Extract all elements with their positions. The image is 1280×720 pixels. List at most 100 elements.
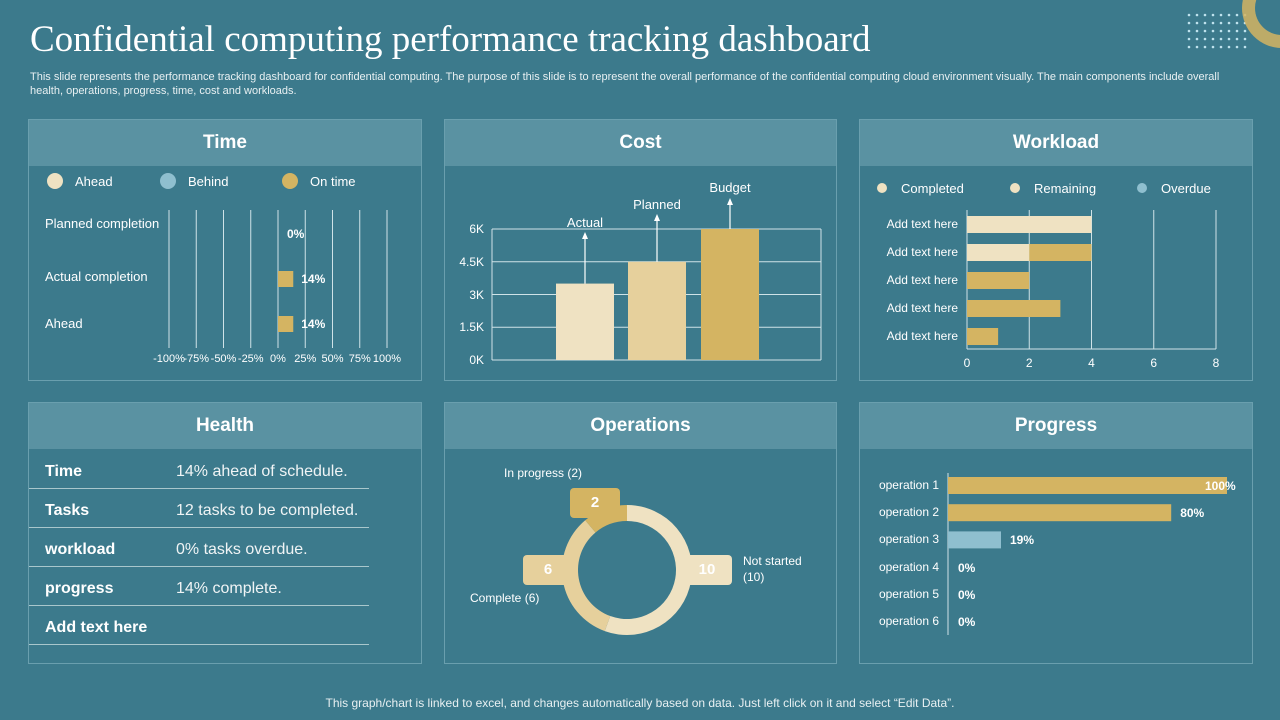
decor-dot <box>1187 45 1191 49</box>
decor-dot <box>1195 29 1199 33</box>
donut-slice-not-started <box>604 505 692 635</box>
row-label: Planned completion <box>45 216 160 231</box>
x-tick-label: -25% <box>237 353 264 365</box>
decor-dot <box>1211 45 1215 49</box>
decor-dot <box>1235 29 1239 33</box>
decor-dot <box>1195 13 1199 17</box>
decor-dot <box>1187 13 1191 17</box>
x-tick-label: 8 <box>1212 356 1220 370</box>
bar-segment-completed <box>967 244 1030 261</box>
data-label: 19% <box>1010 533 1035 548</box>
health-row: progress 14% complete. <box>29 567 369 606</box>
row-label: operation 1 <box>878 478 939 492</box>
row-label: Add text here <box>886 245 958 259</box>
data-label: 100% <box>1205 479 1236 493</box>
health-value: 12 tasks to be completed. <box>176 502 359 519</box>
bar-label: Actual <box>566 215 604 230</box>
row-label: operation 3 <box>878 532 939 547</box>
bar-segment-remaining <box>967 272 1030 289</box>
donut-slice-complete <box>561 520 611 632</box>
panel-title: Progress <box>860 403 1252 449</box>
health-row: workload 0% tasks overdue. <box>29 528 369 567</box>
bar-label: Budget <box>709 180 751 195</box>
x-tick-label: 4 <box>1088 356 1095 370</box>
decor-dot <box>1203 29 1207 33</box>
data-label: 14% <box>301 317 326 331</box>
decor-dot <box>1187 37 1191 41</box>
legend-label: Remaining <box>1034 181 1097 196</box>
progress-panel: Progress <box>859 402 1253 664</box>
row-label: operation 5 <box>878 586 939 601</box>
bar-actual-completion <box>278 271 294 287</box>
panel-title: Workload <box>860 120 1252 166</box>
decor-dot <box>1227 29 1231 33</box>
x-tick-label: 0 <box>963 356 971 370</box>
decor-dot <box>1211 29 1215 33</box>
badge-value: 10 <box>698 561 716 578</box>
legend-dot-ahead <box>47 173 63 189</box>
slice-label: In progress (2) <box>504 466 583 480</box>
decor-dot <box>1235 45 1239 49</box>
x-tick-label: -75% <box>183 353 210 365</box>
panel-title: Operations <box>445 403 836 449</box>
row-label: operation 2 <box>878 505 939 520</box>
panel-title: Health <box>29 403 421 449</box>
health-key: Add text here <box>45 619 148 636</box>
decor-dot <box>1195 37 1199 41</box>
y-tick-label: 3K <box>469 287 484 302</box>
legend-dot-remaining <box>1010 183 1020 193</box>
health-key: workload <box>45 541 116 558</box>
row-label: Actual completion <box>45 269 148 284</box>
time-panel: Time <box>28 119 422 381</box>
y-tick-label: 0K <box>469 353 484 367</box>
legend-dot-completed <box>877 183 887 193</box>
health-value: 14% complete. <box>176 580 282 597</box>
bar-segment-remaining <box>967 300 1061 317</box>
row-label: Add text here <box>886 329 958 343</box>
data-label: 0% <box>958 587 976 602</box>
decor-dot <box>1235 21 1239 25</box>
decor-dot <box>1235 13 1239 17</box>
x-tick-label: 6 <box>1150 356 1158 370</box>
decor-dot <box>1219 13 1223 17</box>
decor-dot <box>1203 37 1207 41</box>
x-tick-label: 25% <box>294 353 317 365</box>
footer-note: This graph/chart is linked to excel, and… <box>325 696 955 710</box>
decor-dot <box>1227 13 1231 17</box>
page-title: Confidential computing performance track… <box>30 19 871 60</box>
row-label: Add text here <box>886 217 958 231</box>
x-tick-label: 75% <box>348 353 371 365</box>
legend-dot-overdue <box>1137 183 1147 193</box>
decor-dot <box>1243 37 1247 41</box>
decor-dot <box>1243 45 1247 49</box>
health-value: 14% ahead of schedule. <box>176 463 348 480</box>
progress-bar <box>948 477 1227 494</box>
bar-label: Planned <box>633 197 681 212</box>
decor-dot <box>1227 45 1231 49</box>
health-row: Time 14% ahead of schedule. <box>29 450 369 489</box>
decor-dot <box>1195 45 1199 49</box>
data-label: 80% <box>1180 506 1205 521</box>
legend-label: Behind <box>188 174 229 189</box>
slice-label: Not started (10) <box>743 554 802 584</box>
decor-dot <box>1187 21 1191 25</box>
decor-dot <box>1235 37 1239 41</box>
row-label: operation 4 <box>878 559 939 574</box>
badge-10 <box>682 555 732 585</box>
bar-segment-remaining <box>1029 244 1092 261</box>
bar-planned <box>628 261 686 360</box>
badge-value: 2 <box>590 494 600 511</box>
decor-dot <box>1243 29 1247 33</box>
bar-budget <box>701 229 759 360</box>
x-tick-label: 50% <box>321 353 344 365</box>
row-label: operation 6 <box>878 614 939 628</box>
page-description: This slide represents the performance tr… <box>30 71 1220 97</box>
bar-segment-completed <box>967 216 1092 233</box>
arrow-icon <box>727 198 733 205</box>
decor-dot <box>1219 37 1223 41</box>
donut-slice-in-progress <box>585 505 627 533</box>
progress-bar <box>948 504 1172 522</box>
x-tick-label: -50% <box>210 353 237 365</box>
decor-dot <box>1203 21 1207 25</box>
